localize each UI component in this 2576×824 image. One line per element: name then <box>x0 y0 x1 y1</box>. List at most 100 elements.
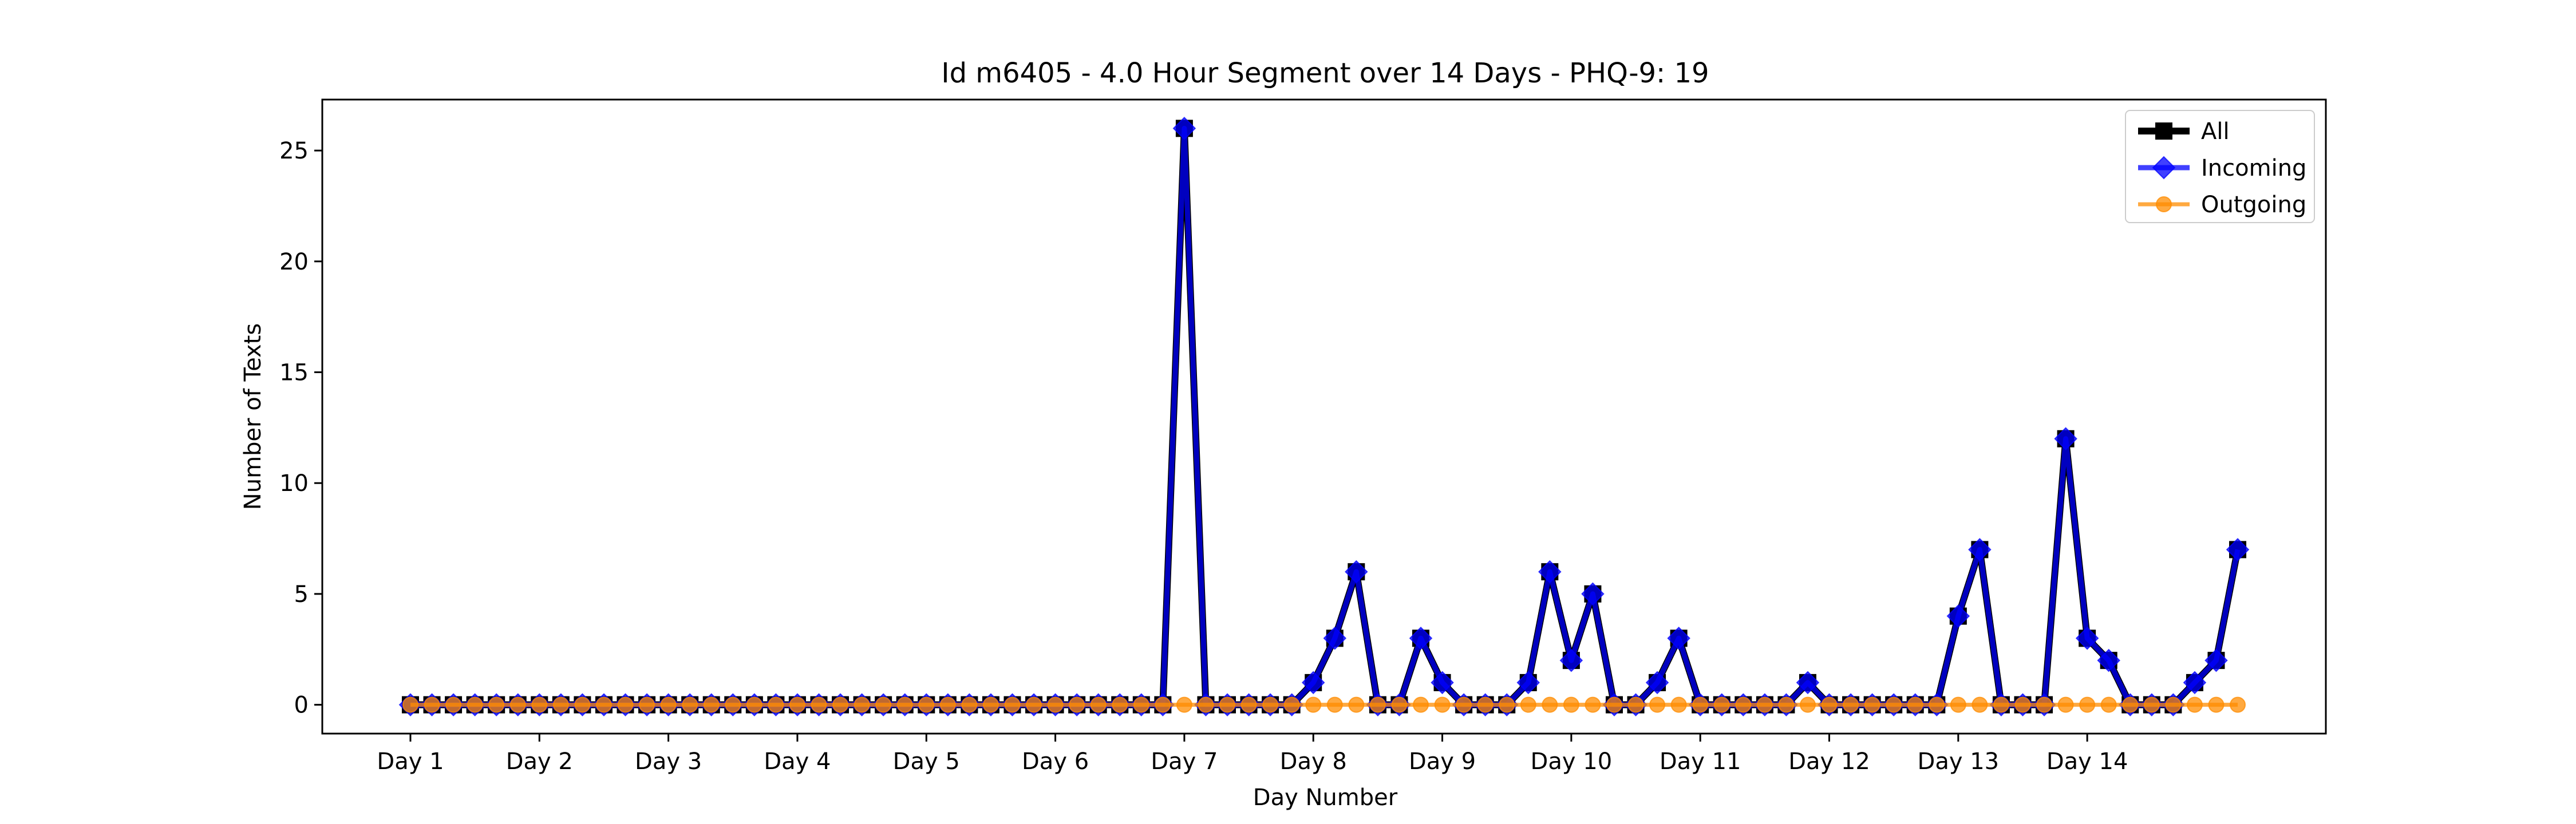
data-point-diamond <box>1516 671 1540 695</box>
data-point-circle <box>467 696 483 713</box>
data-point-diamond <box>1559 648 1583 672</box>
data-point-diamond <box>2075 627 2099 650</box>
data-point-circle <box>2165 696 2182 713</box>
x-tick-label: Day 5 <box>893 748 960 775</box>
chart-title: Id m6405 - 4.0 Hour Segment over 14 Days… <box>941 57 1709 89</box>
x-tick-label: Day 1 <box>377 748 444 775</box>
x-tick-label: Day 13 <box>1918 748 2000 775</box>
data-point-circle <box>725 696 741 713</box>
data-point-circle <box>811 696 827 713</box>
data-point-diamond <box>2204 648 2228 672</box>
data-point-circle <box>939 696 956 713</box>
x-tick-label: Day 10 <box>1531 748 1613 775</box>
data-point-diamond <box>2183 671 2207 695</box>
data-point-circle <box>1864 696 1880 713</box>
legend-label: All <box>2201 118 2230 145</box>
x-tick-label: Day 11 <box>1660 748 1741 775</box>
data-point-circle <box>531 696 548 713</box>
data-point-diamond <box>1345 560 1368 584</box>
data-point-circle <box>1843 696 1859 713</box>
data-point-circle <box>1369 696 1386 713</box>
data-point-circle <box>617 696 634 713</box>
data-point-circle <box>768 696 784 713</box>
data-point-circle <box>1305 696 1322 713</box>
series-incoming <box>398 117 2250 716</box>
legend: All Incoming Outgoing <box>2125 110 2315 223</box>
data-point-circle <box>961 696 978 713</box>
data-point-circle <box>1692 696 1709 713</box>
data-point-circle <box>1713 696 1730 713</box>
data-point-diamond <box>1172 117 1196 140</box>
legend-item-outgoing: Outgoing <box>2138 192 2306 218</box>
x-axis: Day 1 Day 2 Day 3 Day 4 Day 5 Day 6 Day 7 Day 8… <box>377 734 2128 775</box>
data-point-circle <box>1262 696 1279 713</box>
y-tick-label: 15 <box>279 360 309 386</box>
data-point-circle <box>1971 696 1988 713</box>
data-point-circle <box>1004 696 1021 713</box>
data-point-circle <box>918 696 935 713</box>
data-point-diamond <box>2054 427 2077 451</box>
series-outgoing <box>402 696 2246 713</box>
data-point-circle <box>982 696 999 713</box>
data-point-circle <box>896 696 913 713</box>
data-point-circle <box>1886 696 1902 713</box>
data-point-diamond <box>1301 671 1325 695</box>
data-point-circle <box>1412 696 1429 713</box>
x-tick-label: Day 2 <box>506 748 573 775</box>
data-point-circle <box>1929 696 1945 713</box>
data-point-circle <box>1907 696 1923 713</box>
x-tick-label: Day 4 <box>764 748 831 775</box>
x-axis-label: Day Number <box>1253 785 1398 811</box>
data-point-circle <box>660 696 677 713</box>
data-point-circle <box>2014 696 2031 713</box>
data-point-circle <box>682 696 698 713</box>
data-point-circle <box>854 696 870 713</box>
data-point-circle <box>595 696 612 713</box>
data-point-circle <box>639 696 655 713</box>
y-tick-label: 25 <box>279 138 309 164</box>
data-point-circle <box>746 696 762 713</box>
data-point-circle <box>1456 696 1472 713</box>
data-point-circle <box>703 696 720 713</box>
data-point-circle <box>1477 696 1494 713</box>
data-point-diamond <box>2152 156 2176 180</box>
data-point-circle <box>2143 696 2160 713</box>
y-tick-label: 10 <box>279 470 309 497</box>
y-tick-label: 20 <box>279 249 309 275</box>
data-point-diamond <box>1645 671 1669 695</box>
data-point-circle <box>1348 696 1365 713</box>
data-point-square <box>2155 122 2172 140</box>
data-point-circle <box>2186 696 2203 713</box>
data-point-circle <box>424 696 440 713</box>
data-point-circle <box>2230 696 2246 713</box>
data-point-diamond <box>1667 627 1690 650</box>
data-point-circle <box>2057 696 2074 713</box>
data-point-circle <box>2036 696 2053 713</box>
data-point-circle <box>2208 696 2225 713</box>
data-point-circle <box>2100 696 2117 713</box>
x-tick-label: Day 8 <box>1280 748 1347 775</box>
legend-item-incoming: Incoming <box>2138 155 2306 181</box>
data-point-circle <box>1198 696 1214 713</box>
series-layer <box>398 117 2250 716</box>
data-point-circle <box>1283 696 1300 713</box>
x-tick-label: Day 14 <box>2046 748 2128 775</box>
legend-box <box>2125 110 2315 223</box>
data-point-diamond <box>1796 671 1820 695</box>
data-point-circle <box>488 696 505 713</box>
data-point-circle <box>1649 696 1666 713</box>
plot-area <box>321 98 2327 735</box>
data-point-diamond <box>2226 538 2250 561</box>
data-point-circle <box>1756 696 1773 713</box>
data-point-circle <box>1069 696 1085 713</box>
data-point-circle <box>574 696 591 713</box>
data-point-circle <box>1155 696 1171 713</box>
data-point-diamond <box>1409 627 1433 650</box>
data-point-circle <box>2122 696 2139 713</box>
data-point-circle <box>1176 696 1192 713</box>
data-point-circle <box>445 696 462 713</box>
y-axis-label: Number of Texts <box>240 323 266 510</box>
data-point-circle <box>1821 696 1838 713</box>
data-point-circle <box>1047 696 1064 713</box>
